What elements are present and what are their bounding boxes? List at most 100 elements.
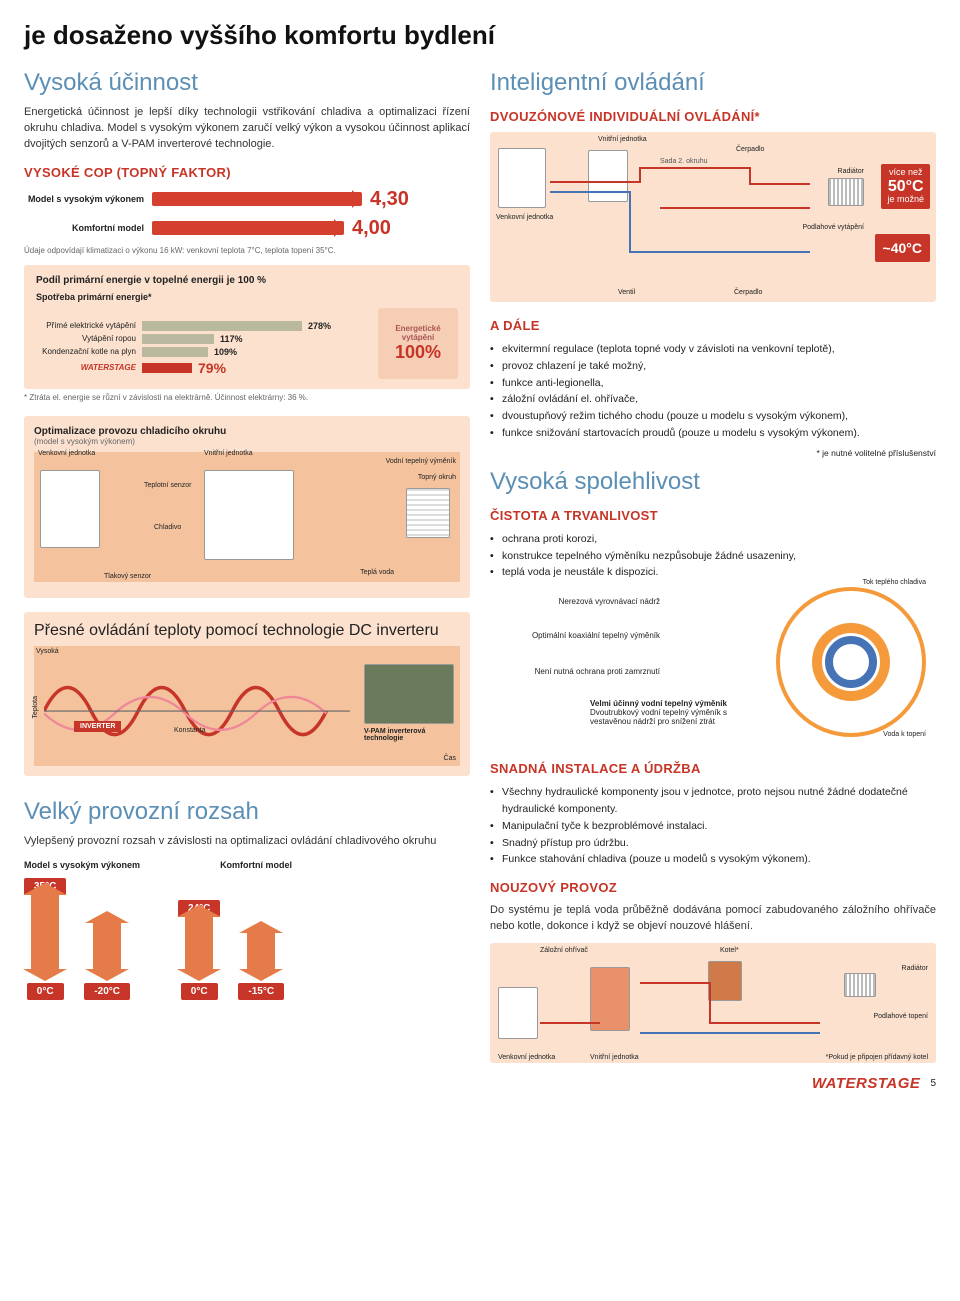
right-column: Inteligentní ovládání DVOUZÓNOVÉ INDIVID… (490, 69, 936, 1063)
label-hotwater: Teplá voda (360, 569, 394, 576)
pipes-icon (550, 162, 830, 272)
page-number: 5 (930, 1078, 936, 1089)
list-item: Funkce stahování chladiva (pouze u model… (490, 851, 936, 868)
hx-ring-icon (776, 587, 926, 737)
label-circuit: Topný okruh (418, 474, 456, 481)
cop-heading: VYSOKÉ COP (TOPNÝ FAKTOR) (24, 165, 470, 180)
reliability-list: ochrana proti korozi, konstrukce tepelné… (490, 531, 936, 581)
temp-badge-40: ~40°C (875, 234, 930, 262)
cop-row-1: Komfortní model 4,00 (24, 217, 470, 240)
label-radiator: Radiátor (838, 168, 864, 175)
pe-bar (142, 321, 302, 331)
pe-name: Přímé elektrické vytápění (36, 321, 136, 330)
pe-row: Přímé elektrické vytápění 278% (36, 321, 368, 331)
list-item: ochrana proti korozi, (490, 531, 936, 548)
control-heading: Inteligentní ovládání (490, 69, 936, 97)
pe-pct: 117% (220, 334, 243, 344)
opt-diagram: Venkovní jednotka Vnitřní jednotka Vodní… (34, 452, 460, 582)
temp-badge-50: více než 50°C je možné (881, 164, 930, 209)
label-backup-heater: Záložní ohřívač (540, 947, 588, 954)
arrow-icon (31, 895, 59, 969)
efficiency-intro: Energetická účinnost je lepší díky techn… (24, 105, 470, 153)
emergency-text: Do systému je teplá voda průběžně dodává… (490, 903, 936, 935)
label-indoor: Vnitřní jednotka (204, 450, 253, 457)
label-radiator: Radiátor (902, 965, 928, 972)
label-psensor: Tlakový senzor (104, 573, 151, 580)
arrow-icon (93, 923, 121, 969)
outdoor-unit-icon (40, 470, 100, 548)
dc-inverter-box: Přesné ovládání teploty pomocí technolog… (24, 612, 470, 776)
left-column: Vysoká účinnost Energetická účinnost je … (24, 69, 470, 1063)
cop-label: Model s vysokým výkonem (24, 194, 144, 204)
cop-value: 4,00 (352, 217, 400, 240)
label-nofreeze: Není nutná ochrana proti zamrznutí (490, 667, 660, 676)
label-vpam: V-PAM inverterová technologie (364, 728, 454, 742)
list-item: funkce anti-legionella, (490, 375, 936, 392)
cop-label: Komfortní model (24, 223, 144, 233)
primary-energy-box: Podíl primární energie v topelné energii… (24, 265, 470, 389)
label-indoor: Vnitřní jednotka (598, 136, 647, 143)
temp-badge: 0°C (181, 983, 218, 1000)
dualzone-diagram: Vnitřní jednotka Sada 2. okruhu Čerpadlo… (490, 132, 936, 302)
list-item: konstrukce tepelného výměníku nezpůsobuj… (490, 548, 936, 565)
radiator-icon (828, 178, 864, 206)
label-outdoor: Venkovní jednotka (498, 1054, 555, 1061)
adale-note: * je nutné volitelné příslušenství (490, 448, 936, 458)
pe-bar (142, 347, 208, 357)
pe-row: Kondenzační kotle na plyn 109% (36, 347, 368, 357)
brand-logo: WATERSTAGE (36, 363, 136, 372)
wave-icon (44, 664, 350, 758)
cop-value: 4,30 (370, 188, 418, 211)
label-tempsensor: Teplotní senzor (144, 482, 191, 489)
hx-diagram: Nerezová vyrovnávací nádrž Optimální koa… (490, 587, 936, 747)
list-item: Manipulační tyče k bezproblémové instala… (490, 818, 936, 835)
range-diagram: 35°C 0°C -20°C 24°C 0°C -15°C (24, 880, 470, 1000)
pe-name: Kondenzační kotle na plyn (36, 347, 136, 356)
pcb-icon (364, 664, 454, 724)
brand-logo: WATERSTAGE (812, 1075, 921, 1092)
outdoor-unit-icon (498, 148, 546, 208)
label-valve: Ventil (618, 289, 635, 296)
pe-badge-label: Energetické vytápění (382, 324, 454, 342)
install-heading: SNADNÁ INSTALACE A ÚDRŽBA (490, 761, 936, 776)
label-eff: Velmi účinný vodní tepelný výměník (590, 699, 727, 708)
pe-100-badge: Energetické vytápění 100% (378, 308, 458, 379)
label-pump: Čerpadlo (734, 289, 762, 296)
list-item: Snadný přístup pro údržbu. (490, 835, 936, 852)
pe-pct: 278% (308, 321, 331, 331)
reliability-heading: Vysoká spolehlivost (490, 468, 936, 496)
page-title: je dosaženo vyššího komfortu bydlení (24, 20, 936, 51)
pe-row-waterstage: WATERSTAGE79% (36, 360, 368, 376)
indoor-unit-icon (204, 470, 294, 560)
cop-bar (152, 192, 362, 206)
label-time-axis: Čas (444, 755, 456, 762)
label-temp-axis: Teplota (32, 696, 39, 719)
cop-row-0: Model s vysokým výkonem 4,30 (24, 188, 470, 211)
dualzone-heading: DVOUZÓNOVÉ INDIVIDUÁLNÍ OVLÁDÁNÍ* (490, 109, 936, 124)
list-item: Všechny hydraulické komponenty jsou v je… (490, 784, 936, 818)
install-list: Všechny hydraulické komponenty jsou v je… (490, 784, 936, 868)
label-outdoor: Venkovní jednotka (496, 214, 553, 221)
temp-badge: -15°C (238, 983, 284, 1000)
pe-bar (142, 334, 214, 344)
arrow-icon (185, 917, 213, 969)
emergency-heading: NOUZOVÝ PROVOZ (490, 880, 936, 895)
pe-title: Podíl primární energie v topelné energii… (36, 275, 458, 286)
pe-subtitle: Spotřeba primární energie* (36, 292, 458, 302)
badge-top: více než (889, 167, 923, 177)
label-note: *Pokud je připojen přídavný kotel (826, 1054, 928, 1061)
label-pump: Čerpadlo (736, 146, 764, 153)
dc-diagram: Vysoká Teplota INVERTER Konstanta Čas V-… (34, 646, 460, 766)
adale-heading: A DÁLE (490, 318, 936, 333)
label-water-flow: Voda k topení (883, 731, 926, 738)
pe-bar (142, 363, 192, 373)
opt-subtitle: (model s vysokým výkonem) (34, 437, 460, 446)
pe-pct: 109% (214, 347, 237, 357)
label-eff2: Dvoutrubkový vodní tepelný výměník s ves… (590, 708, 727, 726)
outdoor-unit-icon (498, 987, 538, 1039)
inverter-badge: INVERTER (74, 721, 121, 732)
footer: WATERSTAGE 5 (24, 1075, 936, 1092)
radiator-icon (406, 488, 450, 538)
list-item: provoz chlazení je také možný, (490, 358, 936, 375)
arrow-icon (247, 933, 275, 969)
